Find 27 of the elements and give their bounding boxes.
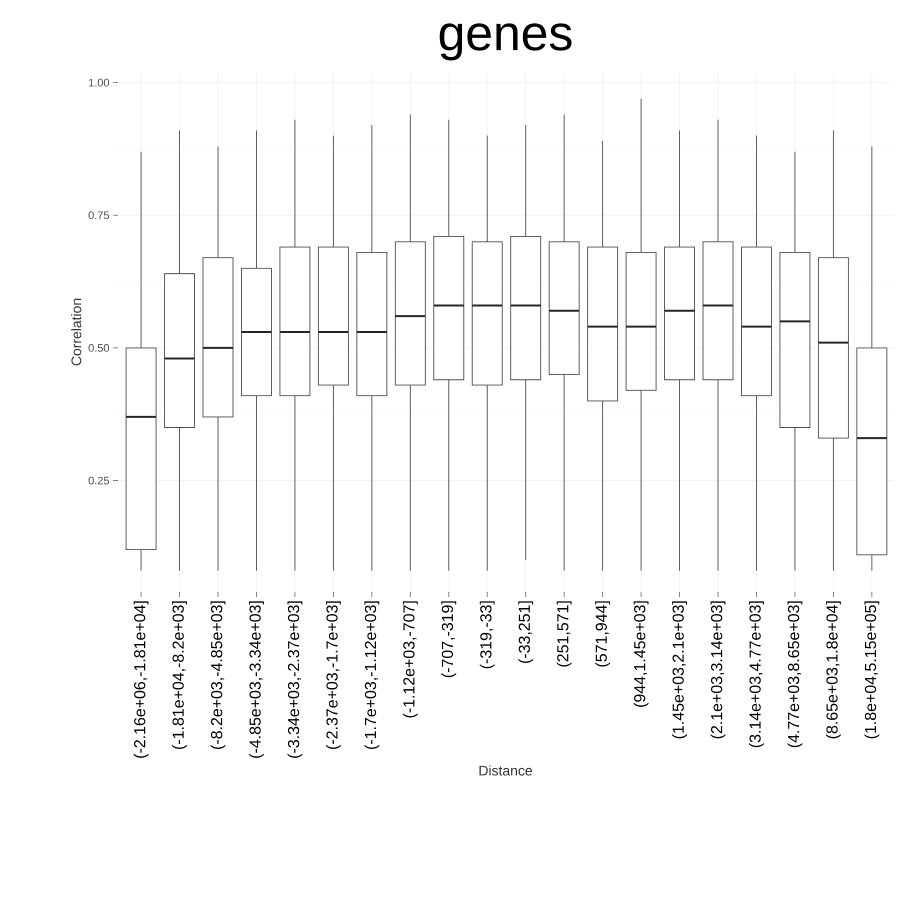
x-tick-label: (251,571] bbox=[556, 601, 572, 667]
y-tick-label: 1.00 bbox=[88, 78, 110, 86]
x-tick-label: (-1.7e+03,-1.12e+03] bbox=[364, 601, 380, 749]
x-tick-label: (-4.85e+03,-3.34e+03] bbox=[249, 601, 264, 758]
y-axis-title: Correlation bbox=[71, 298, 82, 366]
y-tick-label: 0.75 bbox=[88, 211, 110, 220]
x-axis-title: Distance bbox=[480, 765, 532, 776]
x-tick-label: (571,944] bbox=[595, 601, 610, 667]
x-tick-label: (-707,-319] bbox=[441, 601, 456, 678]
x-tick-label: (2.1e+03,3.14e+03] bbox=[710, 601, 726, 738]
x-tick-label: (-8.2e+03,-4.85e+03] bbox=[210, 601, 226, 749]
x-tick-label: (-2.16e+06,-1.81e+04] bbox=[134, 601, 149, 758]
x-tick-label: (3.14e+03,4.77e+03] bbox=[749, 601, 764, 748]
y-tick-label: 0.50 bbox=[88, 344, 110, 352]
x-tick-label: (4.77e+03,8.65e+03] bbox=[788, 601, 802, 748]
chart-title: genes bbox=[440, 23, 572, 60]
x-tick-label: (-3.34e+03,-2.37e+03] bbox=[288, 601, 302, 758]
x-tick-label: (-33,251] bbox=[518, 601, 534, 663]
y-tick-label: 0.25 bbox=[88, 476, 110, 484]
x-tick-label: (1.45e+03,2.1e+03] bbox=[672, 601, 687, 738]
x-tick-label: (944,1.45e+03] bbox=[634, 601, 649, 707]
x-tick-label: (-1.12e+03,-707] bbox=[402, 601, 418, 718]
x-tick-label: (1.8e+04,5.15e+05] bbox=[864, 601, 880, 738]
x-tick-label: (8.65e+03,1.8e+04] bbox=[826, 601, 841, 738]
x-tick-label: (-1.81e+04,-8.2e+03] bbox=[172, 601, 187, 749]
x-tick-label: (-2.37e+03,-1.7e+03] bbox=[326, 601, 341, 749]
x-tick-label: (-319,-33] bbox=[480, 601, 495, 668]
